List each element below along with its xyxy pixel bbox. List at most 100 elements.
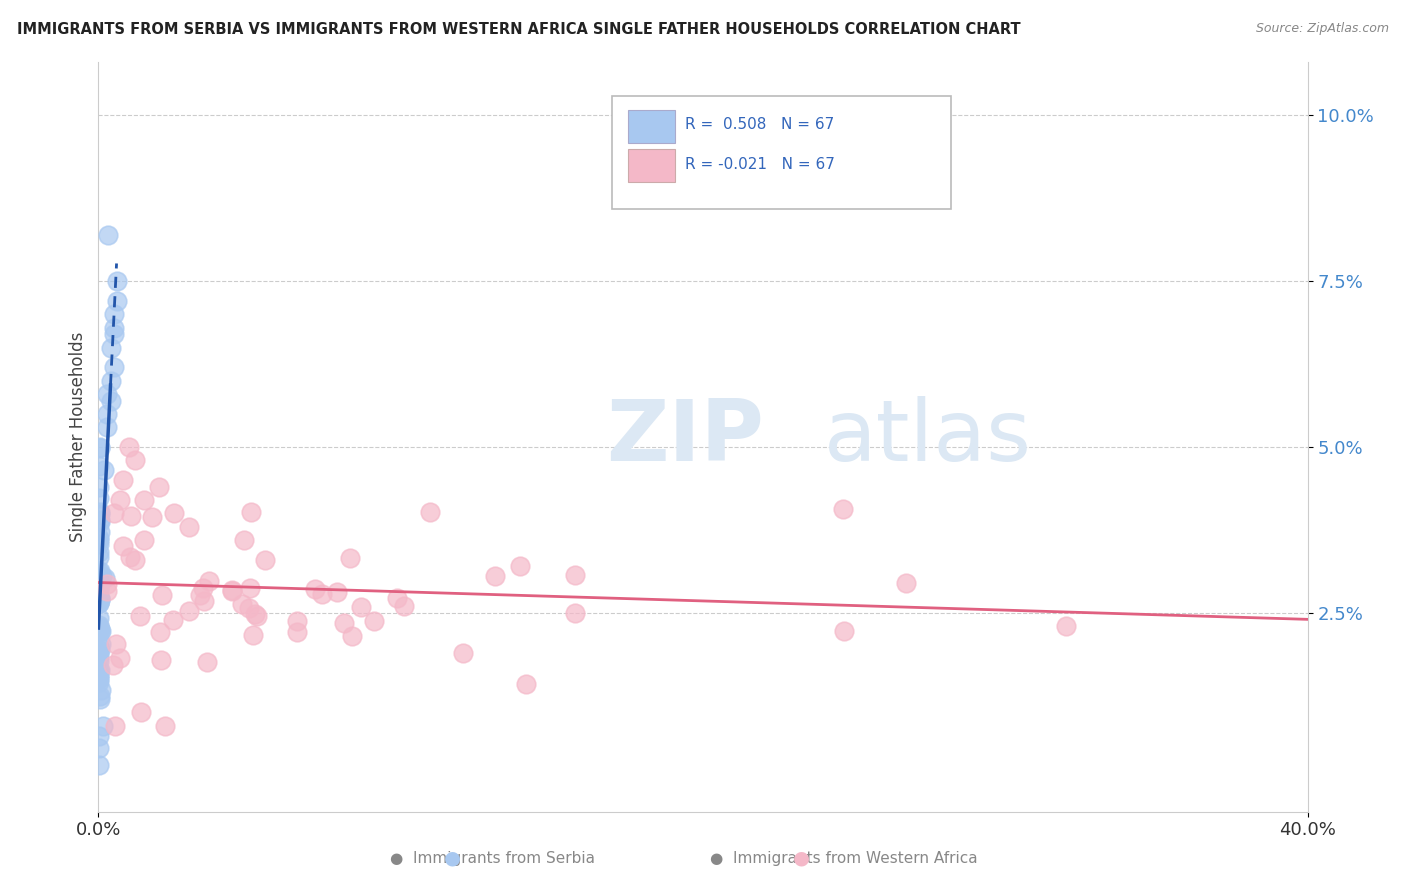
Point [150,653,173,667]
Point [87,729,110,743]
Point [179,519,201,533]
FancyBboxPatch shape [613,96,950,209]
Point [89,582,111,596]
Point [342,629,364,643]
Point [87,645,110,659]
Text: Source: ZipAtlas.com: Source: ZipAtlas.com [1256,22,1389,36]
Point [87,491,110,505]
Point [221,584,243,599]
Point [89,650,111,665]
Point [90,637,112,651]
Point [96,420,118,434]
Point [103,320,125,334]
Point [129,705,152,719]
Point [89,568,111,582]
Point [89,664,111,678]
Point [1054,619,1077,633]
Point [105,637,128,651]
Text: R = -0.021   N = 67: R = -0.021 N = 67 [685,157,835,172]
Point [89,508,111,522]
Point [118,440,141,454]
Point [120,509,142,524]
Point [93,462,115,476]
Point [89,668,111,682]
Point [100,393,122,408]
Point [89,513,111,527]
Point [103,506,125,520]
Text: ZIP: ZIP [606,395,763,479]
Point [90,569,112,583]
Point [105,294,128,309]
Point [221,582,243,597]
Point [350,600,373,615]
Point [87,640,110,654]
Text: IMMIGRANTS FROM SERBIA VS IMMIGRANTS FROM WESTERN AFRICA SINGLE FATHER HOUSEHOLD: IMMIGRANTS FROM SERBIA VS IMMIGRANTS FRO… [17,22,1021,37]
Point [285,625,308,640]
Point [87,458,110,473]
Point [89,441,111,455]
Point [94,571,117,585]
Point [89,576,111,591]
Point [385,591,408,606]
Point [339,550,361,565]
Point [87,664,110,678]
Point [89,690,111,704]
Point [89,624,111,639]
Point [108,651,131,665]
Point [239,581,262,595]
Point [89,675,111,690]
Point [304,582,326,596]
Point [193,594,215,608]
Point [149,625,172,640]
Text: R =  0.508   N = 67: R = 0.508 N = 67 [685,117,834,132]
Point [100,341,122,355]
Point [89,440,111,454]
Point [103,657,125,672]
Point [87,758,110,772]
FancyBboxPatch shape [628,149,675,182]
Point [363,614,385,628]
Point [333,615,356,630]
Text: ●  Immigrants from Western Africa: ● Immigrants from Western Africa [710,851,977,865]
Point [832,501,855,516]
Point [89,531,111,545]
Point [515,677,537,691]
Point [238,601,260,615]
Point [242,628,264,642]
Point [97,227,120,242]
Point [141,510,163,524]
Point [90,683,112,698]
FancyBboxPatch shape [628,110,675,143]
Point [103,307,125,321]
Point [163,506,186,520]
Point [285,614,308,628]
Point [89,480,111,494]
Text: ●: ● [793,848,810,868]
Point [179,604,201,618]
Point [90,624,112,639]
Point [103,718,125,732]
Point [96,387,118,401]
Point [89,515,111,529]
Point [198,574,221,589]
Point [394,599,416,614]
Point [87,545,110,559]
Point [132,533,155,547]
Point [246,608,269,623]
Point [188,588,211,602]
Point [87,582,110,597]
Point [89,673,111,687]
Point [96,407,118,421]
Point [87,670,110,684]
Point [87,741,110,756]
Point [89,533,111,547]
Point [894,575,917,590]
Point [89,596,111,610]
Point [484,569,506,583]
Point [103,327,125,342]
Point [509,559,531,574]
Point [195,655,218,669]
Point [129,608,152,623]
Point [89,663,111,677]
Text: atlas: atlas [824,395,1032,479]
